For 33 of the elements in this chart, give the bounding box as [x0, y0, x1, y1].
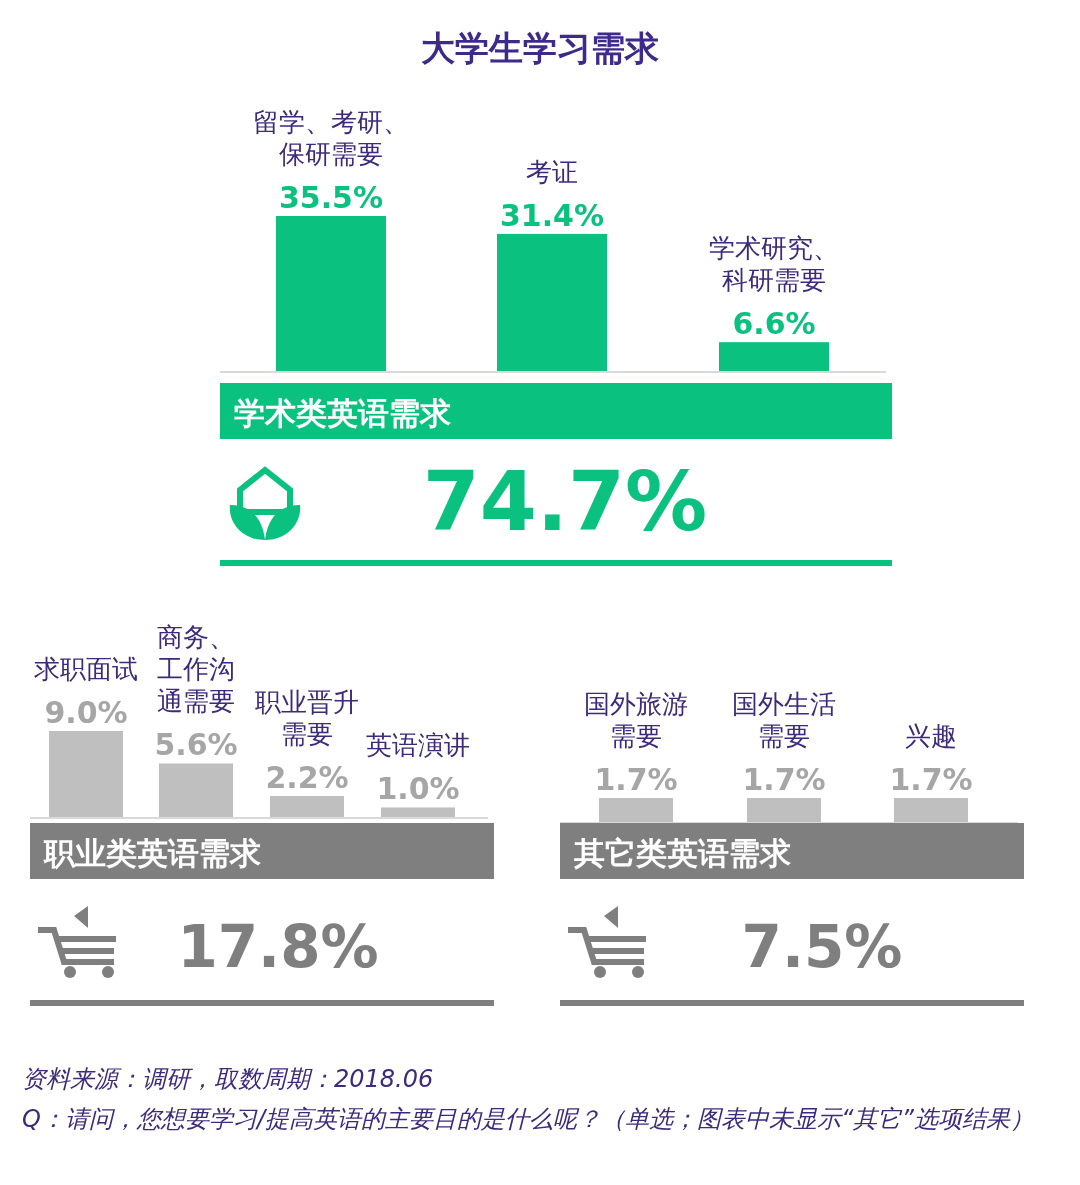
text: 资料来源：调研，取数周期：2018.06 — [22, 1064, 435, 1095]
text: 学术类英语需求 — [234, 395, 451, 431]
text: 其它类英语需求 — [573, 835, 791, 871]
data-label: 9.0% — [44, 695, 128, 730]
x-tick-label: 英语演讲 — [365, 729, 471, 762]
data-label: 1.7% — [594, 762, 678, 797]
data-label: 31.4% — [499, 197, 605, 233]
x-tick-label: 兴趣 — [904, 720, 958, 752]
x-tick-label: 职业晋升需要 — [254, 685, 360, 750]
text: 7.5% — [741, 913, 903, 981]
bar — [270, 795, 344, 817]
data-label: 1.7% — [742, 762, 826, 797]
data-label: 6.6% — [732, 306, 816, 342]
text: 职业类英语需求 — [43, 835, 261, 871]
x-tick-label: 国外旅游需要 — [583, 688, 689, 752]
bar — [49, 731, 123, 817]
bar — [381, 807, 455, 817]
x-tick-label: 商务、工作沟通需要 — [156, 621, 236, 718]
data-label: 1.7% — [889, 762, 973, 797]
x-tick-label: 考证 — [525, 155, 579, 188]
x-tick-label: 求职面试 — [33, 653, 139, 685]
data-label: 5.6% — [154, 727, 238, 763]
text: Q：请问，您想要学习/提高英语的主要目的是什么呢？（单选；图表中未显示“其它”选项结果） — [22, 1104, 1035, 1135]
text: 74.7% — [422, 454, 708, 549]
data-label: 1.0% — [376, 771, 460, 807]
text: 17.8% — [177, 913, 379, 981]
x-tick-label: 留学、考研、保研需要 — [252, 106, 410, 170]
chart-title: 大学生学习需求 — [421, 28, 659, 68]
bar — [159, 763, 233, 817]
x-tick-label: 国外生活需要 — [731, 688, 837, 752]
x-tick-label: 学术研究、科研需要 — [708, 232, 840, 297]
data-label: 35.5% — [278, 180, 384, 215]
data-label: 2.2% — [265, 759, 349, 795]
